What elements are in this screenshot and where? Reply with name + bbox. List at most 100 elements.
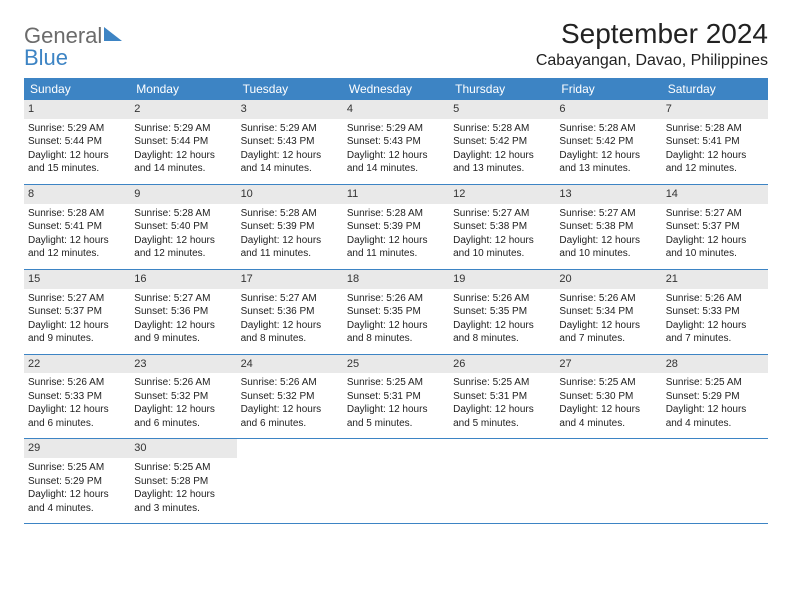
sunset-line: Sunset: 5:41 PM — [28, 220, 126, 234]
dow-saturday: Saturday — [662, 78, 768, 100]
logo-triangle-icon — [104, 27, 122, 41]
sunrise-line: Sunrise: 5:28 AM — [134, 207, 232, 221]
sunrise-line: Sunrise: 5:28 AM — [666, 122, 764, 136]
sunset-line: Sunset: 5:32 PM — [134, 390, 232, 404]
daylight-line1: Daylight: 12 hours — [347, 319, 445, 333]
daylight-line2: and 14 minutes. — [134, 162, 232, 176]
dow-wednesday: Wednesday — [343, 78, 449, 100]
dow-tuesday: Tuesday — [237, 78, 343, 100]
daylight-line2: and 8 minutes. — [347, 332, 445, 346]
day-number: 6 — [555, 100, 661, 119]
day-number: 13 — [555, 185, 661, 204]
day-cell: 26 Sunrise: 5:25 AMSunset: 5:31 PMDayligh… — [449, 354, 555, 439]
daylight-line2: and 6 minutes. — [134, 417, 232, 431]
daylight-line1: Daylight: 12 hours — [241, 319, 339, 333]
sunset-line: Sunset: 5:28 PM — [134, 475, 232, 489]
day-number: 22 — [24, 355, 130, 374]
sunset-line: Sunset: 5:36 PM — [134, 305, 232, 319]
daylight-line1: Daylight: 12 hours — [134, 234, 232, 248]
daylight-line2: and 12 minutes. — [134, 247, 232, 261]
dow-friday: Friday — [555, 78, 661, 100]
sunset-line: Sunset: 5:39 PM — [347, 220, 445, 234]
week-row: 1Sunrise: 5:29 AMSunset: 5:44 PMDaylight… — [24, 100, 768, 184]
day-cell: 30Sunrise: 5:25 AMSunset: 5:28 PMDayligh… — [130, 439, 236, 524]
day-cell: 21Sunrise: 5:26 AMSunset: 5:33 PMDayligh… — [662, 269, 768, 354]
daylight-line2: and 11 minutes. — [347, 247, 445, 261]
location: Cabayangan, Davao, Philippines — [536, 52, 768, 70]
daylight-line1: Daylight: 12 hours — [559, 403, 657, 417]
daylight-line1: Daylight: 12 hours — [453, 149, 551, 163]
day-cell: 9Sunrise: 5:28 AMSunset: 5:40 PMDaylight… — [130, 184, 236, 269]
day-cell: . — [662, 439, 768, 524]
day-cell: 25Sunrise: 5:25 AMSunset: 5:31 PMDayligh… — [343, 354, 449, 439]
daylight-line2: and 4 minutes. — [28, 502, 126, 516]
sunrise-line: Sunrise: 5:26 AM — [347, 292, 445, 306]
sunset-line: Sunset: 5:31 PM — [453, 390, 551, 404]
daylight-line1: Daylight: 12 hours — [28, 149, 126, 163]
calendar-body: 1Sunrise: 5:29 AMSunset: 5:44 PMDaylight… — [24, 100, 768, 524]
sunrise-line: Sunrise: 5:28 AM — [347, 207, 445, 221]
daylight-line1: Daylight: 12 hours — [453, 319, 551, 333]
day-number: 24 — [237, 355, 343, 374]
daylight-line1: Daylight: 12 hours — [134, 319, 232, 333]
sunrise-line: Sunrise: 5:28 AM — [453, 122, 551, 136]
sunrise-line: Sunrise: 5:26 AM — [559, 292, 657, 306]
day-number: 23 — [130, 355, 236, 374]
sunset-line: Sunset: 5:30 PM — [559, 390, 657, 404]
day-number: 3 — [237, 100, 343, 119]
sunrise-line: Sunrise: 5:26 AM — [134, 376, 232, 390]
daylight-line2: and 8 minutes. — [241, 332, 339, 346]
sunrise-line: Sunrise: 5:28 AM — [28, 207, 126, 221]
day-cell: 5Sunrise: 5:28 AMSunset: 5:42 PMDaylight… — [449, 100, 555, 184]
sunrise-line: Sunrise: 5:28 AM — [559, 122, 657, 136]
sunset-line: Sunset: 5:40 PM — [134, 220, 232, 234]
sunset-line: Sunset: 5:29 PM — [28, 475, 126, 489]
sunrise-line: Sunrise: 5:25 AM — [453, 376, 551, 390]
sunset-line: Sunset: 5:38 PM — [559, 220, 657, 234]
day-cell: 7Sunrise: 5:28 AMSunset: 5:41 PMDaylight… — [662, 100, 768, 184]
sunset-line: Sunset: 5:33 PM — [28, 390, 126, 404]
day-cell: 12Sunrise: 5:27 AMSunset: 5:38 PMDayligh… — [449, 184, 555, 269]
sunrise-line: Sunrise: 5:26 AM — [453, 292, 551, 306]
day-cell: 3Sunrise: 5:29 AMSunset: 5:43 PMDaylight… — [237, 100, 343, 184]
daylight-line2: and 9 minutes. — [28, 332, 126, 346]
day-cell: 24Sunrise: 5:26 AMSunset: 5:32 PMDayligh… — [237, 354, 343, 439]
daylight-line1: Daylight: 12 hours — [666, 319, 764, 333]
sunrise-line: Sunrise: 5:25 AM — [559, 376, 657, 390]
sunset-line: Sunset: 5:44 PM — [28, 135, 126, 149]
daylight-line2: and 8 minutes. — [453, 332, 551, 346]
daylight-line2: and 5 minutes. — [347, 417, 445, 431]
day-cell: . — [449, 439, 555, 524]
day-number: 26 — [449, 355, 555, 374]
logo-blue: Blue — [24, 45, 68, 70]
logo: General Blue — [24, 18, 122, 70]
day-number: 16 — [130, 270, 236, 289]
daylight-line1: Daylight: 12 hours — [28, 403, 126, 417]
day-number: 8 — [24, 185, 130, 204]
sunrise-line: Sunrise: 5:25 AM — [347, 376, 445, 390]
day-cell: 8 Sunrise: 5:28 AMSunset: 5:41 PMDaylight… — [24, 184, 130, 269]
daylight-line2: and 3 minutes. — [134, 502, 232, 516]
daylight-line1: Daylight: 12 hours — [134, 149, 232, 163]
day-cell: . — [343, 439, 449, 524]
daylight-line2: and 4 minutes. — [559, 417, 657, 431]
sunrise-line: Sunrise: 5:29 AM — [241, 122, 339, 136]
daylight-line1: Daylight: 12 hours — [241, 403, 339, 417]
daylight-line1: Daylight: 12 hours — [453, 403, 551, 417]
daylight-line1: Daylight: 12 hours — [28, 234, 126, 248]
sunset-line: Sunset: 5:43 PM — [347, 135, 445, 149]
daylight-line2: and 10 minutes. — [559, 247, 657, 261]
daylight-line1: Daylight: 12 hours — [134, 488, 232, 502]
sunset-line: Sunset: 5:35 PM — [453, 305, 551, 319]
week-row: 29Sunrise: 5:25 AMSunset: 5:29 PMDayligh… — [24, 439, 768, 524]
daylight-line1: Daylight: 12 hours — [666, 403, 764, 417]
day-cell: 27Sunrise: 5:25 AMSunset: 5:30 PMDayligh… — [555, 354, 661, 439]
header: General Blue September 2024 Cabayangan, … — [24, 18, 768, 70]
daylight-line2: and 15 minutes. — [28, 162, 126, 176]
week-row: 15Sunrise: 5:27 AMSunset: 5:37 PMDayligh… — [24, 269, 768, 354]
day-cell: 4Sunrise: 5:29 AMSunset: 5:43 PMDaylight… — [343, 100, 449, 184]
week-row: 22Sunrise: 5:26 AMSunset: 5:33 PMDayligh… — [24, 354, 768, 439]
day-number: 4 — [343, 100, 449, 119]
day-number: 29 — [24, 439, 130, 458]
dow-monday: Monday — [130, 78, 236, 100]
